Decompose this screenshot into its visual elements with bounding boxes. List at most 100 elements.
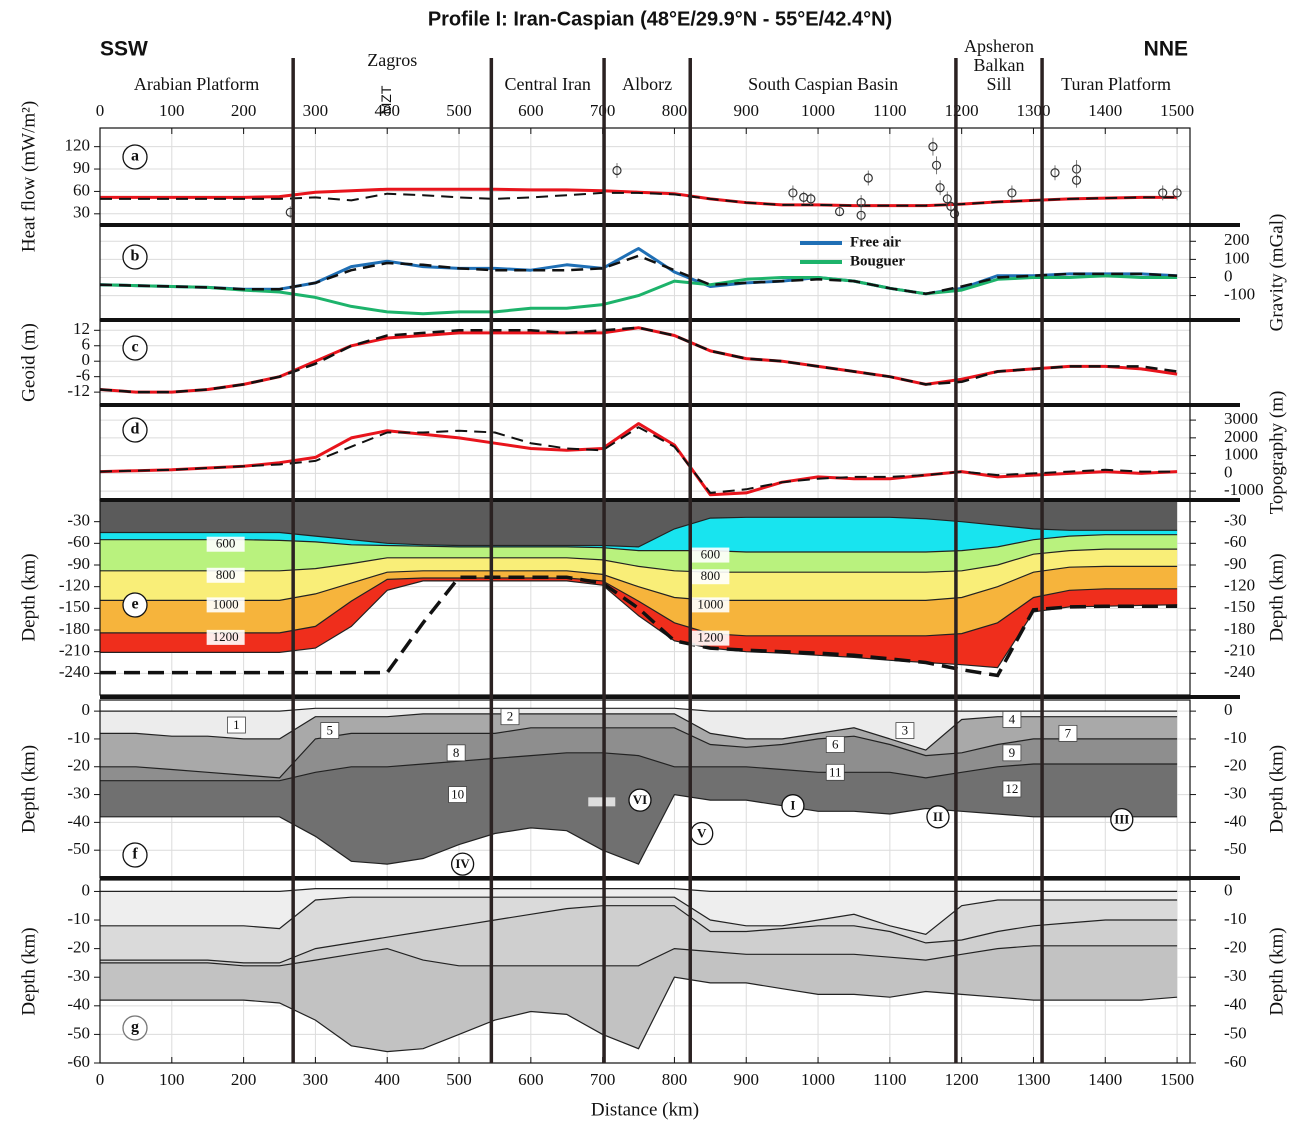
layer-fill	[100, 897, 1178, 963]
x-axis-label: Distance (km)	[591, 1099, 699, 1120]
region-label: Sill	[986, 74, 1011, 94]
seismic-label: VI	[633, 792, 647, 807]
observation	[799, 192, 809, 202]
isotherm-label-box	[206, 536, 245, 552]
isotherm-label-box	[691, 569, 730, 585]
y-tick-label: 120	[65, 136, 91, 155]
x-tick-label: 400	[374, 1070, 400, 1089]
seismic-label-circle	[628, 788, 652, 812]
layer-label: 4	[1009, 711, 1016, 726]
y-axis-label: Depth (km)	[18, 927, 39, 1015]
layer-fill	[100, 888, 1178, 935]
layer-boundary	[100, 713, 1178, 751]
x-tick-label: 0	[96, 1070, 105, 1089]
layer-fill	[100, 713, 1178, 778]
isotherm-label: 1200	[697, 630, 723, 645]
y-axis-label-right: Topography (m)	[1266, 391, 1287, 515]
region-label: Turan Platform	[1061, 74, 1171, 94]
y-tick-label: 200	[1224, 230, 1250, 249]
y-tick-label: 0	[82, 700, 91, 719]
x-tick-label: 1400	[1088, 101, 1122, 120]
y-tick-label: 6	[82, 335, 91, 354]
series-line	[100, 426, 1178, 494]
x-tick-label: 1000	[801, 101, 835, 120]
legend-label: Bouguer	[850, 253, 905, 269]
x-tick-label: 1300	[1016, 101, 1050, 120]
region-label: Arabian Platform	[134, 74, 259, 94]
layer-label-box	[825, 736, 845, 753]
seismic-label-circle	[1110, 807, 1134, 832]
region-label: Alborz	[622, 74, 672, 94]
y-tick-label: 2000	[1224, 427, 1258, 446]
layer-label-box	[446, 744, 466, 762]
layer-fill	[100, 534, 1178, 573]
layer-boundary	[100, 548, 1178, 573]
x-tick-label: 500	[446, 1070, 472, 1089]
panel-e: 600 600 800 800 1000 1000 1200 1200	[100, 500, 1190, 695]
layer-fill	[100, 945, 1178, 1052]
x-tick-label: 400	[374, 101, 400, 120]
panel-frame	[99, 127, 1191, 226]
region-label: Central Iran	[504, 74, 590, 94]
observation	[1050, 168, 1060, 178]
layer-fill	[100, 517, 1178, 552]
seismic-marker	[588, 797, 616, 807]
layer-boundary	[100, 905, 1178, 964]
panel-letter-circle	[122, 417, 148, 443]
y-tick-label: -60	[1224, 532, 1247, 551]
layer-boundary	[100, 888, 1178, 892]
x-tick-label: 800	[662, 101, 688, 120]
observation	[788, 188, 798, 198]
panel-letter: a	[131, 148, 139, 165]
region-label: South Caspian Basin	[748, 74, 898, 94]
layer-label-box	[825, 763, 845, 781]
y-axis-label: Geoid (m)	[18, 323, 39, 402]
x-tick-label: 1300	[1016, 1070, 1050, 1089]
y-tick-label: 0	[1224, 700, 1233, 719]
seismic-label: IV	[455, 856, 470, 871]
y-tick-label: -240	[59, 662, 90, 681]
observation	[1158, 188, 1168, 198]
panel-letter: c	[131, 339, 138, 356]
seismic-label-circle	[781, 794, 805, 818]
y-axis-label-right: Gravity (mGal)	[1266, 214, 1287, 332]
title: Profile I: Iran-Caspian (48°E/29.9°N - 5…	[428, 8, 892, 30]
series-line	[100, 326, 1178, 394]
observation	[834, 206, 845, 217]
layer-boundary	[100, 752, 1178, 782]
layer-boundary	[100, 945, 1178, 967]
y-tick-label: -30	[1224, 511, 1247, 530]
y-tick-label: -90	[67, 554, 90, 573]
x-tick-label: 1100	[873, 101, 906, 120]
panel-letter-circle	[122, 144, 148, 170]
y-tick-label: -60	[67, 1052, 90, 1071]
layer-boundary	[100, 976, 1178, 1053]
x-tick-label: 1200	[945, 101, 979, 120]
isotherm-label: 800	[216, 567, 236, 582]
y-tick-label: 0	[1224, 266, 1233, 285]
y-tick-label: -90	[1224, 554, 1247, 573]
region-label: Apsheron	[964, 36, 1034, 56]
isotherm-label-box	[691, 547, 730, 563]
x-tick-label: 100	[159, 1070, 185, 1089]
layer-label: 10	[451, 787, 464, 802]
y-tick-label: -50	[67, 839, 90, 858]
annotation: MZT	[378, 85, 394, 114]
region-label: Zagros	[367, 50, 417, 70]
isotherm-label-box	[691, 597, 730, 613]
y-tick-label: 0	[1224, 462, 1233, 481]
y-tick-label: 0	[1224, 880, 1233, 899]
layer-label: 2	[507, 709, 514, 724]
y-axis-label-right: Depth (km)	[1266, 553, 1287, 641]
y-tick-label: -20	[67, 938, 90, 957]
layer-label-box	[895, 722, 915, 739]
isotherm-label: 800	[701, 568, 721, 583]
y-axis-label: Depth (km)	[18, 553, 39, 641]
y-tick-label: -120	[59, 576, 90, 595]
y-tick-label: -10	[67, 909, 90, 928]
observation	[856, 210, 866, 220]
y-tick-label: -150	[1224, 597, 1255, 616]
panel-letter: b	[131, 248, 140, 265]
y-tick-label: 0	[82, 880, 91, 899]
